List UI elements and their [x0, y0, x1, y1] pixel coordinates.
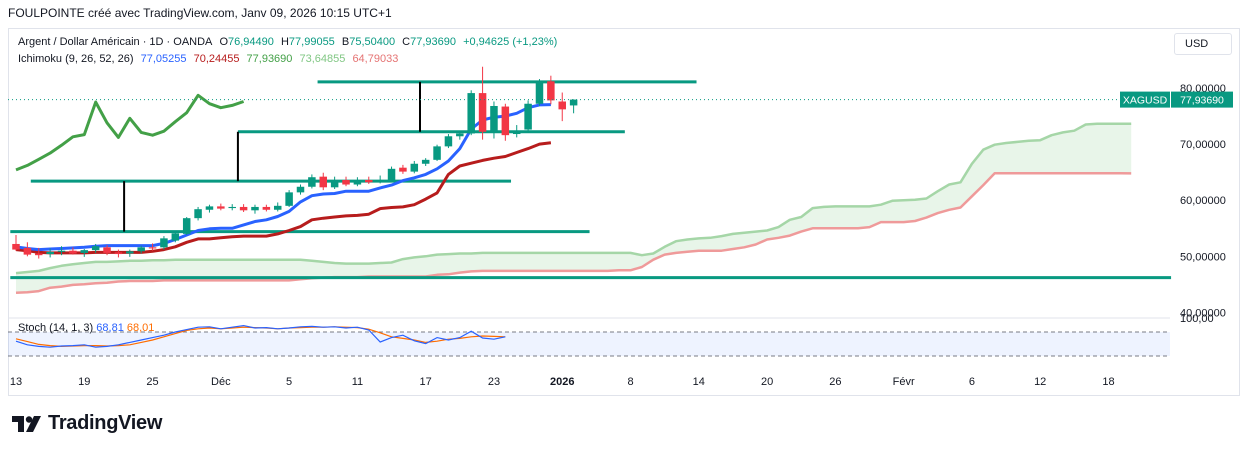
close-label: C — [402, 36, 411, 48]
price-legend: Argent / Dollar Américain · 1D · OANDA O… — [18, 36, 561, 48]
chart-frame — [8, 28, 1240, 396]
ichimoku-lagging-value: 77,93690 — [246, 53, 293, 65]
ichimoku-legend: Ichimoku (9, 26, 52, 26) 77,05255 70,244… — [18, 53, 402, 65]
open-value: 76,94490 — [228, 36, 274, 48]
stoch-k-value: 68,81 — [96, 322, 124, 334]
stoch-legend: Stoch (14, 1, 3) 68,81 68,01 — [18, 322, 154, 334]
symbol-label[interactable]: Argent / Dollar Américain · 1D · OANDA — [18, 36, 213, 48]
ichimoku-span-a-value: 73,64855 — [299, 53, 346, 65]
stoch-d-value: 68,01 — [126, 322, 155, 334]
close-value: 77,93690 — [410, 36, 457, 48]
low-value: 75,50400 — [349, 36, 396, 48]
low-label: B — [341, 36, 350, 48]
high-label: H — [280, 36, 289, 48]
change-value: +0,94625 (+1,23%) — [463, 36, 558, 48]
high-value: 77,99055 — [288, 36, 335, 48]
currency-button[interactable]: USD — [1174, 33, 1232, 55]
header-caption: FOULPOINTE créé avec TradingView.com, Ja… — [8, 6, 392, 20]
ichimoku-label[interactable]: Ichimoku (9, 26, 52, 26) — [18, 53, 134, 65]
ichimoku-span-b-value: 64,79033 — [352, 53, 399, 65]
tradingview-mark-icon — [12, 415, 41, 432]
open-label: O — [219, 36, 229, 48]
stoch-label[interactable]: Stoch (14, 1, 3) — [18, 322, 94, 334]
brand-name: TradingView — [48, 412, 163, 434]
ichimoku-tenkan-value: 77,05255 — [140, 53, 187, 65]
ichimoku-kijun-value: 70,24455 — [193, 53, 240, 65]
tradingview-logo[interactable]: TradingView — [12, 412, 162, 435]
